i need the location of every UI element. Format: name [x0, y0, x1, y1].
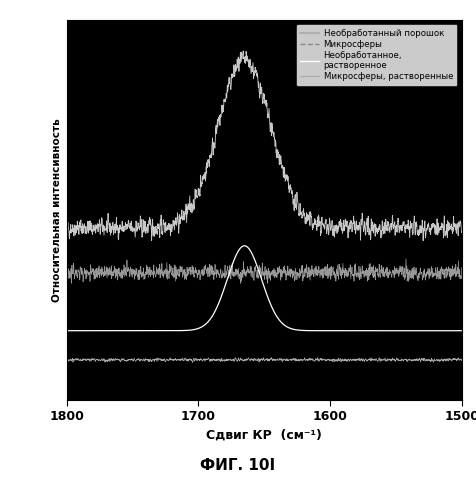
Legend: Необработанный порошок, Микросферы, Необработанное,
растворенное, Микросферы, ра: Необработанный порошок, Микросферы, Необ… — [296, 24, 457, 86]
Text: ФИГ. 10I: ФИГ. 10I — [200, 458, 276, 472]
X-axis label: Сдвиг КР  (см⁻¹): Сдвиг КР (см⁻¹) — [206, 429, 322, 442]
Y-axis label: Относительная интенсивность: Относительная интенсивность — [52, 118, 62, 302]
